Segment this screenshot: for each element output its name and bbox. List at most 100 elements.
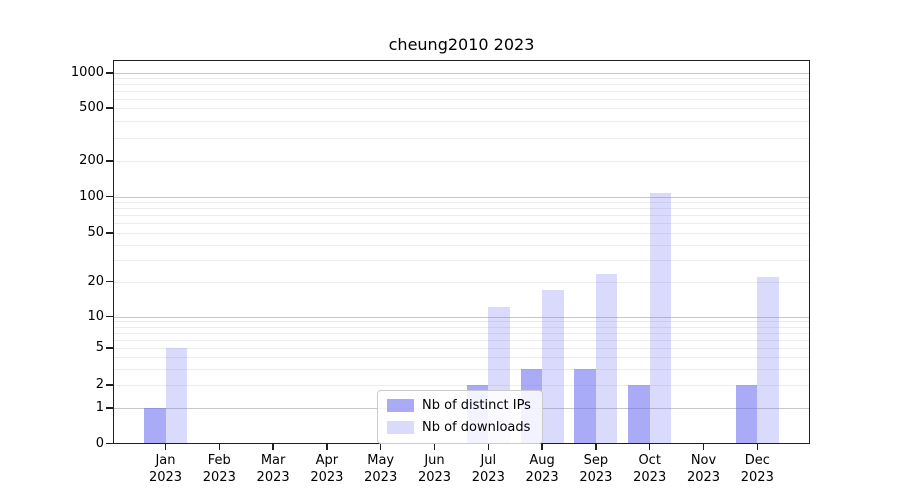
y-tick: [106, 315, 113, 318]
y-tick-label: 200: [79, 153, 104, 168]
y-tick: [106, 384, 113, 386]
gridline-minor: [113, 108, 810, 109]
x-tick-label: Aug 2023: [510, 452, 574, 486]
gridline-minor: [113, 326, 810, 328]
gridline-minor: [113, 91, 810, 92]
left-spine: [113, 60, 115, 444]
bar-distinct-ips-dec: [735, 385, 758, 444]
gridline-minor: [113, 348, 810, 349]
x-tick-year: 2023: [148, 470, 183, 485]
y-tick: [106, 407, 113, 409]
y-tick: [106, 107, 113, 109]
chart-title: cheung2010 2023: [388, 35, 535, 54]
x-tick: [164, 444, 167, 450]
x-tick: [702, 444, 705, 450]
legend-label-downloads: Nb of downloads: [422, 420, 531, 435]
gridline-minor: [113, 84, 810, 86]
x-tick-year: 2023: [525, 470, 559, 485]
y-tick-label: 0: [95, 435, 104, 451]
x-tick-label: Sep 2023: [564, 452, 628, 486]
bar-distinct-ips-jan: [144, 408, 166, 444]
gridline-minor: [113, 332, 810, 334]
gridline-minor: [113, 215, 810, 217]
x-tick-month: Oct: [638, 453, 661, 468]
x-tick: [595, 444, 597, 450]
y-tick-label: 50: [87, 225, 104, 240]
x-tick-year: 2023: [579, 470, 613, 485]
y-tick: [106, 280, 113, 283]
x-tick-month: Mar: [260, 453, 286, 468]
x-tick: [433, 444, 436, 450]
x-tick-label: May 2023: [349, 452, 413, 486]
gridline-minor: [113, 339, 810, 341]
x-tick-month: Jul: [480, 453, 497, 468]
right-spine: [808, 60, 810, 444]
x-tick: [487, 444, 489, 450]
gridline-minor: [113, 208, 810, 210]
x-tick-year: 2023: [633, 470, 667, 485]
bar-downloads-aug: [542, 289, 564, 444]
x-tick-month: May: [367, 453, 395, 468]
x-tick-year: 2023: [740, 470, 774, 485]
x-tick-year: 2023: [364, 470, 398, 485]
legend-swatch-downloads-icon: [387, 421, 414, 434]
x-tick-label: Nov 2023: [672, 452, 736, 486]
gridline-minor: [113, 137, 810, 139]
y-tick-label: 5: [95, 340, 104, 355]
x-tick-month: Sep: [583, 453, 609, 468]
x-tick-month: Aug: [529, 453, 555, 468]
x-tick-label: Oct 2023: [618, 452, 682, 486]
x-tick-label: Mar 2023: [241, 452, 305, 486]
x-tick: [649, 444, 651, 450]
x-tick-month: Nov: [690, 453, 717, 468]
y-tick-label: 2: [95, 377, 104, 392]
x-tick: [541, 444, 543, 450]
y-tick: [106, 195, 113, 198]
x-tick-label: Dec 2023: [725, 452, 789, 486]
gridline-minor: [113, 78, 810, 80]
gridline-minor: [113, 161, 810, 162]
x-tick-year: 2023: [417, 470, 452, 485]
x-tick-year: 2023: [310, 470, 344, 485]
x-tick-month: Dec: [744, 453, 770, 468]
x-tick-month: Apr: [315, 453, 339, 468]
x-tick-year: 2023: [256, 470, 290, 485]
x-tick-label: Apr 2023: [295, 452, 359, 486]
gridline-minor: [113, 223, 810, 225]
gridline-minor: [113, 202, 810, 203]
y-tick-label: 500: [79, 100, 104, 115]
bar-downloads-dec: [757, 276, 779, 444]
x-tick-year: 2023: [471, 470, 505, 485]
x-tick: [380, 444, 382, 450]
x-tick-month: Feb: [207, 453, 231, 468]
gridline-minor: [113, 281, 810, 283]
gridline-minor: [113, 120, 810, 122]
x-tick-year: 2023: [686, 470, 721, 485]
bar-downloads-sep: [595, 274, 618, 444]
y-tick: [106, 160, 113, 162]
x-tick-label: Jun 2023: [403, 452, 467, 486]
bar-downloads-oct: [649, 192, 672, 444]
bar-distinct-ips-sep: [574, 368, 596, 444]
y-tick-label: 1000: [70, 65, 104, 80]
x-tick-month: Jun: [424, 453, 445, 468]
x-tick-label: Jan 2023: [134, 452, 198, 486]
gridline-minor: [113, 321, 810, 323]
legend-item-downloads: Nb of downloads: [387, 420, 531, 435]
legend-swatch-distinct-ips-icon: [387, 399, 414, 412]
x-tick: [218, 444, 220, 450]
gridline-minor: [113, 357, 810, 358]
bar-downloads-jan: [165, 348, 187, 444]
gridline-major: [113, 196, 810, 198]
y-tick-label: 1: [95, 400, 104, 415]
x-tick-label: Feb 2023: [187, 452, 251, 486]
gridline-minor: [113, 244, 810, 246]
gridline-minor: [113, 233, 810, 234]
x-tick: [756, 444, 758, 450]
y-tick: [106, 232, 113, 234]
bar-distinct-ips-oct: [628, 385, 650, 444]
y-tick: [106, 442, 113, 445]
gridline-minor: [113, 98, 810, 100]
legend: Nb of distinct IPs Nb of downloads: [377, 390, 543, 444]
